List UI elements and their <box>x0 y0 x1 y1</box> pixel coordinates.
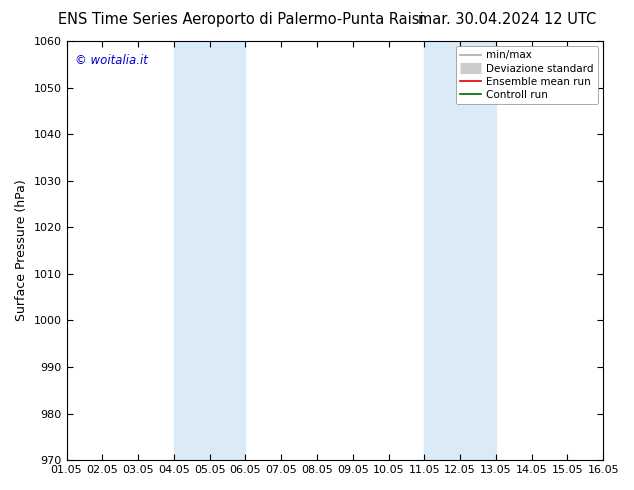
Bar <box>174 41 245 460</box>
Bar <box>424 41 496 460</box>
Text: mar. 30.04.2024 12 UTC: mar. 30.04.2024 12 UTC <box>418 12 597 27</box>
Legend: min/max, Deviazione standard, Ensemble mean run, Controll run: min/max, Deviazione standard, Ensemble m… <box>456 46 598 104</box>
Y-axis label: Surface Pressure (hPa): Surface Pressure (hPa) <box>15 180 28 321</box>
Text: © woitalia.it: © woitalia.it <box>75 53 148 67</box>
Text: ENS Time Series Aeroporto di Palermo-Punta Raisi: ENS Time Series Aeroporto di Palermo-Pun… <box>58 12 424 27</box>
